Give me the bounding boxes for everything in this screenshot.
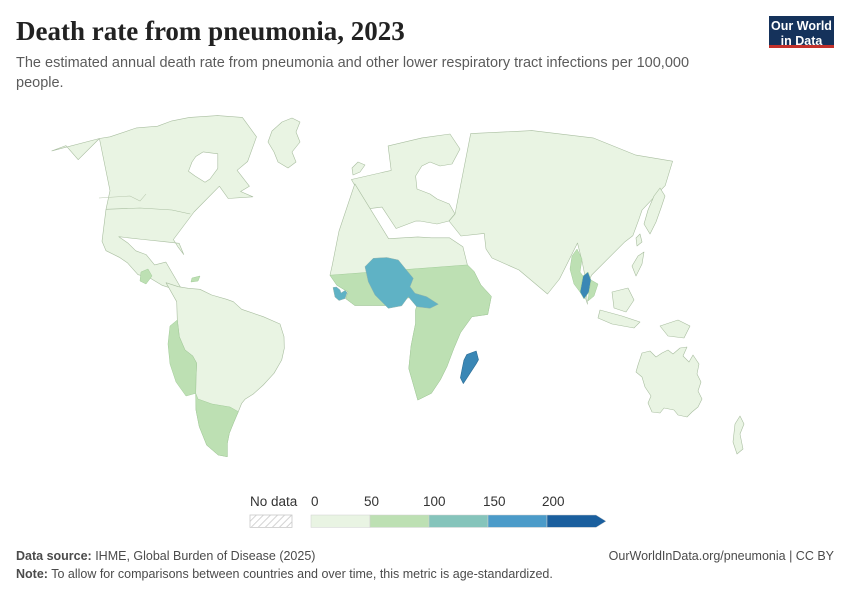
svg-text:100: 100	[423, 495, 446, 509]
svg-text:150: 150	[483, 495, 506, 509]
svg-text:No data: No data	[250, 495, 298, 509]
svg-text:50: 50	[364, 495, 379, 509]
svg-text:200: 200	[542, 495, 565, 509]
svg-text:0: 0	[311, 495, 319, 509]
